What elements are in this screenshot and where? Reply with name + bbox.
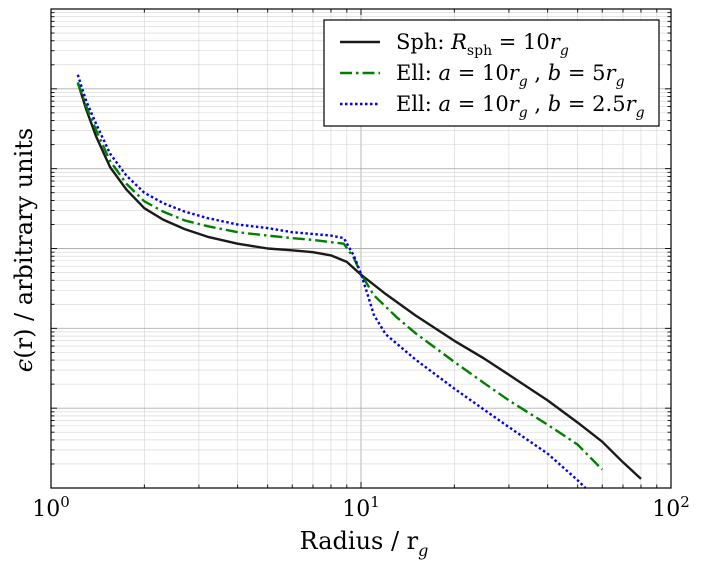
series-line-3 [76,74,587,489]
x-tick-label: 101 [342,493,380,522]
legend-label-3: Ell: a = 10rg , b = 2.5rg [396,92,645,121]
ticks [50,9,671,489]
legend-label-2: Ell: a = 10rg , b = 5rg [396,61,625,90]
x-tick-labels: 100 101 102 [32,493,690,522]
series-line-1 [76,82,642,480]
series-line-2 [76,82,604,471]
legend-label-1: Sph: Rsph = 10rg [396,30,569,59]
series-group [76,74,642,489]
y-axis-label: ϵ(r) / arbitrary units [10,128,38,372]
x-tick-label: 100 [32,493,70,522]
x-axis-label: Radius / rg [300,527,429,560]
x-tick-label: 102 [652,493,690,522]
